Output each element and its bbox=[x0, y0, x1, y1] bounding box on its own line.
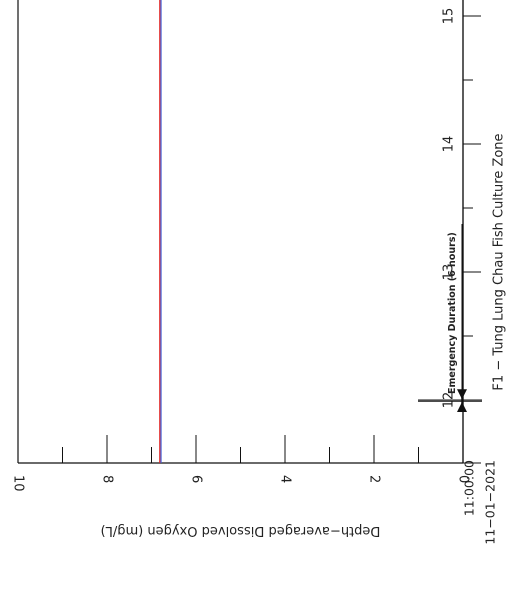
y-axis: 0 2 4 6 8 10 bbox=[11, 435, 471, 492]
y-tick-label: 8 bbox=[100, 475, 115, 483]
y-tick-label: 0 bbox=[456, 475, 471, 483]
annotation-label: Emergency Duration (6 hours) bbox=[447, 232, 458, 394]
y-tick-label: 4 bbox=[278, 475, 293, 483]
y-tick-label: 2 bbox=[367, 475, 382, 483]
y-tick-label: 6 bbox=[189, 475, 204, 483]
x-tick-label-date: 11:00:00 bbox=[462, 460, 477, 516]
y-tick-label: 10 bbox=[11, 475, 26, 492]
annotation-layer: Emergency Duration (6 hours) bbox=[418, 224, 482, 412]
x-tick-label: 13 bbox=[442, 264, 457, 281]
y-axis-label: Depth−averaged Dissolved Oxygen (mg/L) bbox=[101, 523, 381, 538]
chart-title: F1 − Tung Lung Chau Fish Culture Zone bbox=[492, 133, 507, 390]
annotation-arrowhead-up bbox=[457, 402, 467, 412]
plot-area bbox=[17, 0, 464, 464]
x-tick-label: 14 bbox=[442, 136, 457, 153]
x-tick-label: 15 bbox=[442, 8, 457, 25]
x-tick-sublabel-date: 11−01−2021 bbox=[483, 460, 498, 545]
series-layer bbox=[159, 0, 162, 463]
